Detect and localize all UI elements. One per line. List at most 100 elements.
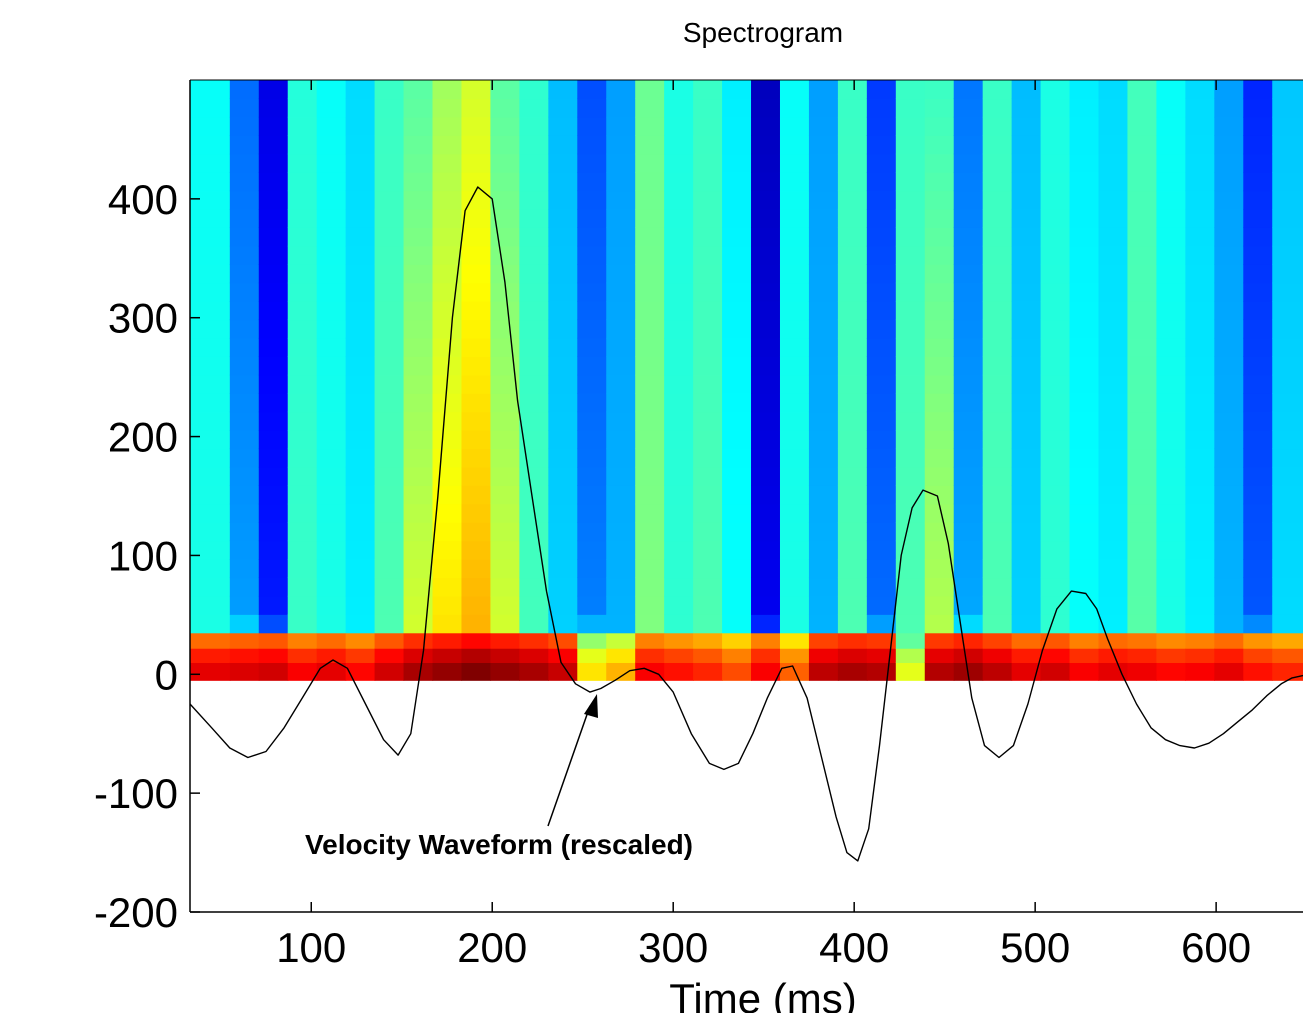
heatmap-cell <box>808 80 839 100</box>
heatmap-cell <box>403 648 434 663</box>
heatmap-cell <box>982 466 1013 486</box>
heatmap-cell <box>1127 190 1158 210</box>
heatmap-cell <box>403 614 434 634</box>
heatmap-cell <box>1040 577 1071 597</box>
heatmap-cell <box>866 153 897 173</box>
heatmap-cell <box>461 337 492 357</box>
heatmap-cell <box>548 337 578 357</box>
heatmap-cell <box>808 648 839 663</box>
heatmap-cell <box>316 227 347 247</box>
heatmap-cell <box>722 577 752 597</box>
heatmap-cell <box>1098 558 1129 579</box>
heatmap-cell <box>1185 153 1215 173</box>
heatmap-cell <box>1243 522 1273 542</box>
heatmap-cell <box>1011 632 1042 649</box>
heatmap-cell <box>866 430 897 450</box>
heatmap-cell <box>693 227 723 247</box>
heatmap-cell <box>548 466 578 486</box>
heatmap-cell <box>808 301 839 321</box>
heatmap-cell <box>1214 301 1244 321</box>
heatmap-cell <box>1185 245 1215 265</box>
heatmap-cell <box>779 466 810 486</box>
heatmap-cell <box>287 558 318 579</box>
heatmap-cell <box>895 558 926 579</box>
heatmap-cell <box>403 356 434 376</box>
heatmap-cell <box>895 648 926 663</box>
heatmap-cell <box>866 301 897 321</box>
heatmap-cell <box>316 98 347 118</box>
heatmap-cell <box>519 540 549 560</box>
heatmap-cell <box>374 374 405 394</box>
heatmap-cell <box>190 374 231 394</box>
heatmap-cell <box>1156 558 1186 579</box>
heatmap-cell <box>229 135 260 155</box>
heatmap-cell <box>866 648 897 663</box>
heatmap-cell <box>577 466 607 486</box>
heatmap-cell <box>190 264 231 284</box>
heatmap-cell <box>1069 98 1100 118</box>
heatmap-cell <box>751 411 781 431</box>
heatmap-cell <box>1098 393 1129 413</box>
heatmap-cell <box>1185 648 1215 663</box>
heatmap-cell <box>287 264 318 284</box>
heatmap-cell <box>461 577 492 597</box>
heatmap-cell <box>316 172 347 192</box>
heatmap-cell <box>1214 662 1244 681</box>
heatmap-cell <box>374 577 405 597</box>
heatmap-cell <box>1040 116 1071 136</box>
heatmap-cell <box>606 245 636 265</box>
heatmap-cell <box>490 466 520 486</box>
heatmap-cell <box>693 319 723 339</box>
heatmap-cell <box>1011 337 1042 357</box>
heatmap-cell <box>287 374 318 394</box>
heatmap-cell <box>1127 632 1158 649</box>
heatmap-cell <box>432 80 463 100</box>
heatmap-cell <box>190 319 231 339</box>
heatmap-cell <box>519 614 549 634</box>
heatmap-cell <box>1069 153 1100 173</box>
heatmap-cell <box>982 116 1013 136</box>
heatmap-cell <box>345 80 376 100</box>
heatmap-cell <box>190 393 231 413</box>
heatmap-cell <box>1011 264 1042 284</box>
heatmap-cell <box>577 301 607 321</box>
heatmap-cell <box>866 485 897 505</box>
heatmap-cell <box>606 227 636 247</box>
heatmap-cell <box>1185 393 1215 413</box>
heatmap-cell <box>519 430 549 450</box>
heatmap-cell <box>953 648 984 663</box>
heatmap-cell <box>490 319 520 339</box>
heatmap-cell <box>258 540 289 560</box>
heatmap-cell <box>1011 577 1042 597</box>
heatmap-cell <box>635 558 665 579</box>
heatmap-cell <box>345 393 376 413</box>
heatmap-cell <box>403 522 434 542</box>
heatmap-cell <box>1098 227 1129 247</box>
heatmap-cell <box>1214 135 1244 155</box>
heatmap-cell <box>1156 208 1186 228</box>
heatmap-cell <box>345 264 376 284</box>
heatmap-cell <box>751 430 781 450</box>
heatmap-cell <box>190 648 231 663</box>
heatmap-cell <box>403 208 434 228</box>
heatmap-cell <box>1185 632 1215 649</box>
heatmap-cell <box>1127 393 1158 413</box>
heatmap-cell <box>403 245 434 265</box>
heatmap-cell <box>606 522 636 542</box>
heatmap-cell <box>229 264 260 284</box>
heatmap-cell <box>577 393 607 413</box>
heatmap-cell <box>1011 411 1042 431</box>
annotation-arrowhead <box>584 694 598 718</box>
heatmap-cell <box>548 135 578 155</box>
heatmap-cell <box>1069 393 1100 413</box>
heatmap-cell <box>779 245 810 265</box>
annotation: Velocity Waveform (rescaled) <box>305 694 693 860</box>
heatmap-cell <box>895 540 926 560</box>
heatmap-cell <box>316 540 347 560</box>
heatmap-cell <box>461 430 492 450</box>
heatmap-cell <box>1272 319 1303 339</box>
heatmap-cell <box>519 448 549 468</box>
heatmap-cell <box>190 632 231 649</box>
heatmap-cell <box>374 503 405 523</box>
heatmap-cell <box>374 153 405 173</box>
